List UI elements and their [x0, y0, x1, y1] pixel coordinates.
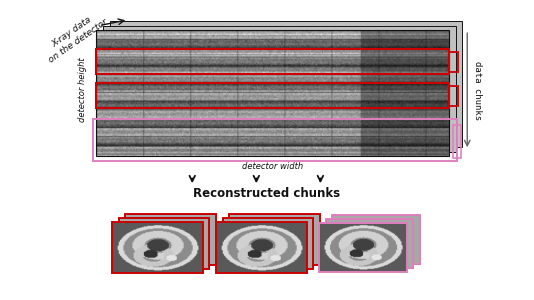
- Bar: [229, 214, 320, 265]
- Bar: [125, 214, 216, 265]
- Bar: [332, 215, 420, 264]
- Bar: [110, 21, 462, 147]
- Text: detector width: detector width: [242, 162, 303, 171]
- Bar: [119, 218, 209, 269]
- Text: detector height: detector height: [78, 58, 87, 122]
- Bar: [96, 30, 449, 156]
- Text: X-ray data
on the detector: X-ray data on the detector: [41, 8, 109, 64]
- Bar: [125, 214, 216, 265]
- Bar: [93, 119, 457, 161]
- Bar: [449, 85, 458, 106]
- Bar: [326, 219, 413, 268]
- Bar: [229, 214, 320, 265]
- Bar: [103, 26, 456, 152]
- Bar: [96, 83, 449, 108]
- Text: data chunks: data chunks: [474, 61, 482, 120]
- Bar: [319, 223, 407, 272]
- Bar: [223, 218, 313, 269]
- Bar: [326, 219, 413, 268]
- Bar: [453, 125, 461, 158]
- Bar: [216, 222, 307, 273]
- Bar: [332, 215, 420, 264]
- Text: Reconstructed chunks: Reconstructed chunks: [193, 187, 341, 200]
- Bar: [449, 52, 458, 72]
- Bar: [119, 218, 209, 269]
- Bar: [112, 222, 203, 273]
- Bar: [223, 218, 313, 269]
- Bar: [96, 49, 449, 74]
